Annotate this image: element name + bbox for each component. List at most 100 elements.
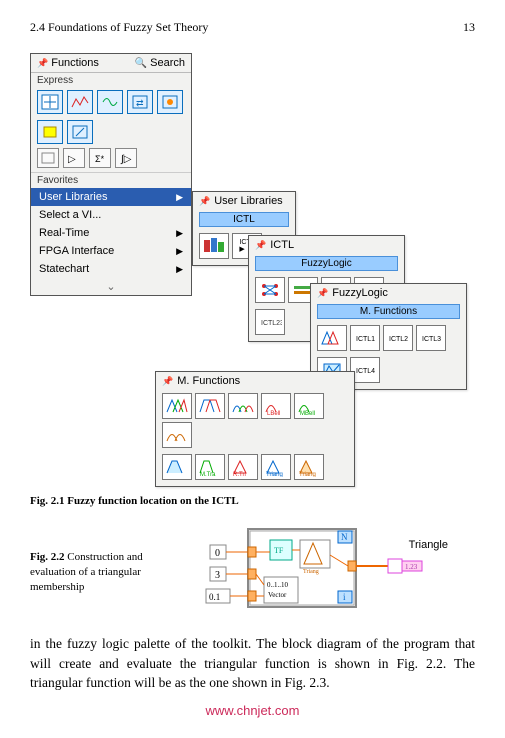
chevron-right-icon: ▶ — [176, 246, 183, 257]
menu-item-label: Statechart — [39, 263, 89, 275]
menu-item-label: Real-Time — [39, 227, 89, 239]
svg-text:Triang: Triang — [266, 472, 283, 477]
mf-icon[interactable]: R.Tri — [228, 454, 258, 480]
palette-icon[interactable]: ICTL3 — [416, 325, 446, 351]
express-icon[interactable]: ⇄ — [127, 90, 153, 114]
small-icons-row: ▷ Σ* ∫▷ — [31, 148, 191, 172]
triangle-label: Triangle — [409, 539, 448, 551]
pushpin-icon — [162, 375, 173, 387]
svg-text:Σ*: Σ* — [95, 154, 105, 164]
section-header: 2.4 Foundations of Fuzzy Set Theory — [30, 20, 208, 35]
pushpin-icon — [317, 287, 328, 299]
const-0-1: 0.1 — [209, 592, 220, 602]
menu-item-label: User Libraries — [39, 191, 107, 203]
small-icon[interactable]: Σ* — [89, 148, 111, 168]
functions-title: Functions — [51, 57, 99, 69]
palette-icon[interactable]: ICTL23 — [255, 309, 285, 335]
svg-text:ICTL1: ICTL1 — [356, 336, 375, 343]
svg-text:ICTL3: ICTL3 — [422, 336, 441, 343]
functions-menu[interactable]: Functions Search Express ⇄ ▷ Σ* ∫▷ Favor… — [30, 53, 192, 296]
svg-text:Triang: Triang — [303, 569, 319, 575]
chevron-right-icon: ▶ — [176, 228, 183, 239]
const-3: 3 — [215, 570, 220, 581]
pushpin-icon — [37, 58, 48, 69]
svg-text:⇄: ⇄ — [136, 98, 144, 108]
palette-icon[interactable] — [199, 233, 229, 259]
svg-text:Vector: Vector — [268, 591, 287, 599]
express-icons-row1: ⇄ — [31, 88, 191, 118]
svg-text:Triang: Triang — [299, 472, 316, 477]
express-icon[interactable] — [37, 90, 63, 114]
palette-title-label: FuzzyLogic — [332, 287, 388, 299]
search-label[interactable]: Search — [150, 57, 185, 69]
express-icon[interactable] — [97, 90, 123, 114]
const-0: 0 — [215, 548, 220, 559]
svg-text:N: N — [341, 532, 348, 542]
svg-text:LBell: LBell — [267, 411, 280, 416]
menu-item-label: Select a VI... — [39, 209, 101, 221]
small-icon[interactable] — [37, 148, 59, 168]
pushpin-icon — [255, 239, 266, 251]
palette-icon[interactable]: ICTL1 — [350, 325, 380, 351]
palette-blue-bar[interactable]: ICTL — [199, 212, 289, 227]
mf-icon[interactable]: Triang — [261, 454, 291, 480]
pushpin-icon — [199, 195, 210, 207]
palette-title-label: ICTL — [270, 239, 294, 251]
mf-icon[interactable]: Triang — [294, 454, 324, 480]
collapse-chevron-icon[interactable]: ⌄ — [31, 278, 191, 295]
mf-icon[interactable] — [195, 393, 225, 419]
palette-icon[interactable] — [255, 277, 285, 303]
svg-text:MBell: MBell — [300, 411, 315, 416]
palette-icon[interactable]: ICTL2 — [383, 325, 413, 351]
menu-item-label: FPGA Interface — [39, 245, 114, 257]
svg-text:▷: ▷ — [68, 154, 76, 165]
express-icon[interactable] — [67, 120, 93, 144]
mf-icon[interactable] — [228, 393, 258, 419]
small-icon[interactable]: ∫▷ — [115, 148, 137, 168]
svg-text:1.23: 1.23 — [405, 563, 418, 571]
fig-2-1-caption: Fig. 2.1 Fuzzy function location on the … — [30, 495, 475, 507]
express-label: Express — [31, 73, 191, 88]
body-paragraph: in the fuzzy logic palette of the toolki… — [30, 634, 475, 693]
search-icon[interactable] — [135, 58, 147, 69]
svg-text:M.Tra: M.Tra — [200, 472, 216, 477]
express-icon[interactable] — [67, 90, 93, 114]
palette-title-label: M. Functions — [177, 375, 240, 387]
palette-title-label: User Libraries — [214, 195, 282, 207]
express-icon[interactable] — [37, 120, 63, 144]
svg-text:TF: TF — [274, 546, 284, 555]
mf-icon[interactable]: M.Tra — [195, 454, 225, 480]
mf-icon[interactable]: LBell — [261, 393, 291, 419]
svg-text:0..1..10: 0..1..10 — [267, 581, 289, 589]
caption-bold: Fig. 2.2 — [30, 551, 65, 563]
chevron-right-icon: ▶ — [176, 192, 183, 203]
svg-text:ICTL2: ICTL2 — [389, 336, 408, 343]
svg-text:∫▷: ∫▷ — [120, 154, 132, 165]
mf-icon[interactable] — [162, 454, 192, 480]
mf-icon[interactable] — [162, 393, 192, 419]
mf-icon[interactable]: MBell — [294, 393, 324, 419]
menu-item-statechart[interactable]: Statechart ▶ — [31, 260, 191, 278]
chevron-right-icon: ▶ — [176, 264, 183, 275]
palette-icon[interactable] — [317, 325, 347, 351]
palette-blue-bar[interactable]: FuzzyLogic — [255, 256, 398, 271]
page-number: 13 — [463, 20, 475, 35]
fig-2-2-caption: Fig. 2.2 Construction and evaluation of … — [30, 550, 180, 595]
mfunctions-palette[interactable]: M. Functions LBell MBell M.Tra R.Tri Tri… — [155, 371, 355, 487]
favorites-label: Favorites — [31, 172, 191, 188]
svg-text:ICTL23: ICTL23 — [261, 320, 282, 327]
express-icon[interactable] — [157, 90, 183, 114]
figure-2-1-diagram: Functions Search Express ⇄ ▷ Σ* ∫▷ Favor… — [30, 53, 475, 483]
fig-2-2-diagram: N i 0 3 0.1 TF Triang — [188, 525, 448, 620]
menu-item-real-time[interactable]: Real-Time ▶ — [31, 224, 191, 242]
express-icons-row2 — [31, 118, 191, 148]
svg-text:R.Tri: R.Tri — [233, 472, 246, 477]
mf-icon[interactable] — [162, 422, 192, 448]
menu-item-user-libraries[interactable]: User Libraries ▶ — [31, 188, 191, 206]
svg-text:ICTL4: ICTL4 — [356, 368, 375, 375]
caption-text: Fig. 2.1 Fuzzy function location on the … — [30, 495, 239, 507]
menu-item-select-vi[interactable]: Select a VI... — [31, 206, 191, 224]
palette-blue-bar[interactable]: M. Functions — [317, 304, 460, 319]
menu-item-fpga[interactable]: FPGA Interface ▶ — [31, 242, 191, 260]
small-icon[interactable]: ▷ — [63, 148, 85, 168]
